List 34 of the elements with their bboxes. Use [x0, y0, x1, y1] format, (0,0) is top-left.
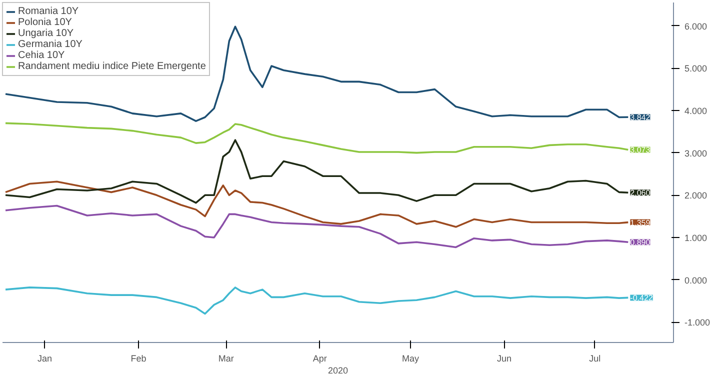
legend-label: Romania 10Y — [18, 6, 79, 17]
legend-label: Polonia 10Y — [18, 17, 72, 28]
y-tick-label: 1.000 — [684, 232, 708, 243]
legend-label: Randament mediu indice Piete Emergente — [18, 61, 206, 72]
line-series — [4, 180, 630, 228]
line-series — [4, 26, 630, 122]
y-tick-label: 5.000 — [684, 64, 708, 74]
y-tick-label: -1.000 — [684, 318, 710, 328]
y-tick-label: 3.000 — [684, 148, 708, 158]
y-tick-label: 4.000 — [684, 106, 708, 116]
annotation: 3.073 — [630, 146, 651, 155]
legend-label: Ungaria 10Y — [18, 28, 74, 39]
line-series — [4, 286, 630, 315]
x-tick-label: May — [402, 354, 420, 364]
x-axis-title: 2020 — [328, 366, 348, 376]
line-series — [4, 204, 630, 248]
annotation: 3.842 — [630, 113, 651, 122]
y-tick-label: 2.000 — [684, 190, 708, 201]
y-tick-label: 0.000 — [684, 275, 708, 286]
x-tick-label: Jul — [589, 354, 601, 364]
legend-label: Germania 10Y — [18, 39, 82, 50]
annotation: 1.359 — [630, 218, 651, 228]
x-tick-label: Apr — [312, 354, 327, 364]
line-series — [4, 122, 630, 154]
legend-label: Cehia 10Y — [18, 50, 65, 61]
x-tick-label: Jun — [496, 354, 512, 364]
x-tick-label: Jan — [38, 354, 52, 364]
annotation: 2.060 — [630, 188, 651, 198]
y-tick-label: 6.000 — [684, 21, 708, 32]
x-tick-label: Mar — [218, 354, 234, 364]
annotation: 0.890 — [630, 238, 651, 248]
line-series — [4, 139, 630, 204]
x-tick-label: Feb — [130, 354, 146, 364]
annotation: -0.422 — [630, 294, 654, 303]
